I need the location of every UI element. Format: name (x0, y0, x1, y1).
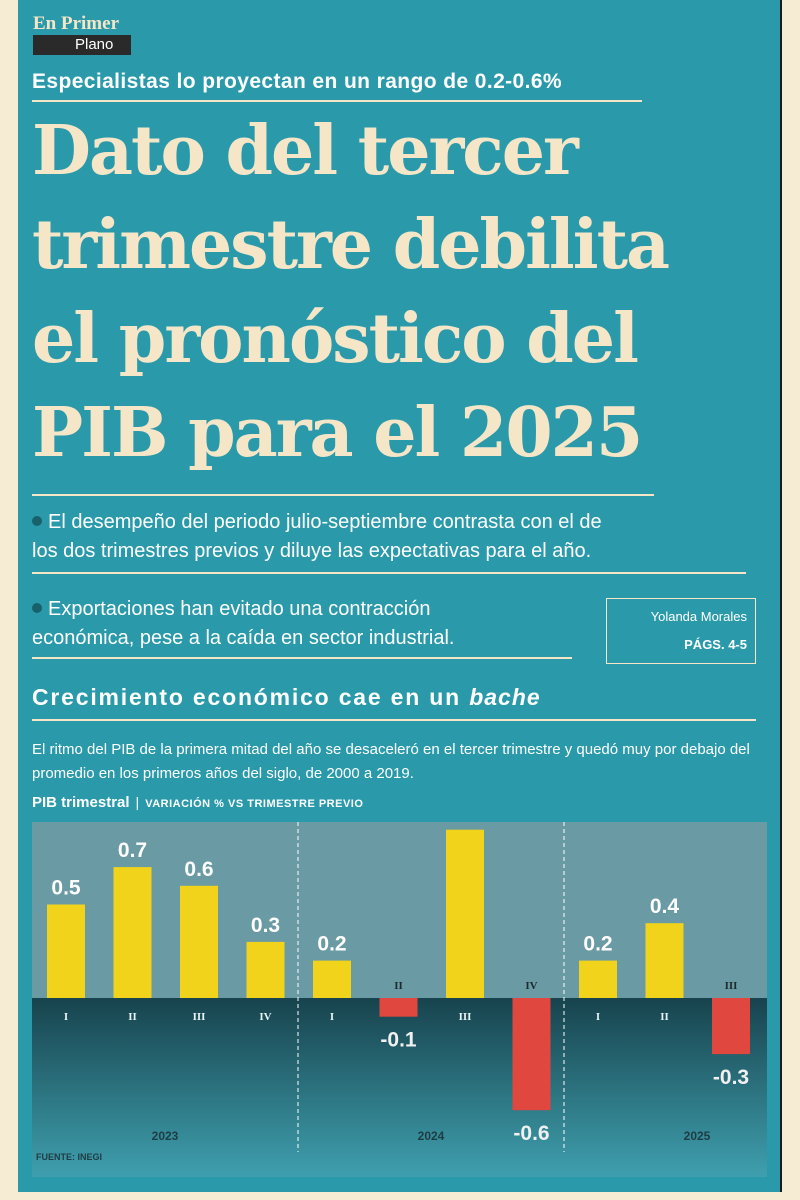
bullet-2-rule (32, 657, 572, 659)
chart-label-separator: | (135, 794, 140, 810)
bar-2024-III (446, 829, 484, 998)
data-label: -0.1 (380, 1029, 417, 1052)
byline-box[interactable]: Yolanda Morales PÁGS. 4-5 (606, 598, 756, 664)
data-label: 0.9 (450, 822, 479, 825)
headline[interactable]: Dato del tercer trimestre debilita el pr… (32, 104, 772, 480)
data-label: 0.4 (650, 895, 680, 918)
bullet-2: Exportaciones han evitado una contracció… (32, 595, 454, 653)
data-label: 0.3 (251, 914, 280, 937)
headline-line-2: trimestre debilita (32, 205, 670, 285)
byline-author: Yolanda Morales (650, 609, 747, 624)
bar-2024-IV (512, 998, 551, 1111)
bar-2025-I (579, 960, 617, 998)
quarter-label: II (660, 1011, 669, 1023)
data-label: 0.2 (583, 933, 612, 956)
bar-2025-III (712, 998, 750, 1055)
quarter-label: I (64, 1011, 68, 1023)
data-label: 0.2 (317, 933, 346, 956)
data-label: 0.6 (184, 858, 213, 881)
bullet-1: El desempeño del periodo julio-septiembr… (32, 508, 602, 566)
quarter-label: I (330, 1011, 334, 1023)
quarter-label: II (128, 1011, 137, 1023)
quarter-label: I (596, 1011, 600, 1023)
chart-label: PIB trimestral | VARIACIÓN % VS TRIMESTRE … (32, 794, 363, 811)
gdp-bar-chart: 0.5I0.7II0.6III0.3IV20230.2I-0.1II0.9III… (32, 822, 767, 1177)
data-label: -0.3 (713, 1066, 749, 1089)
chart-positive-area (32, 822, 767, 998)
section-name: En Primer (33, 13, 120, 34)
chart-section-title-text: Crecimiento económico cae en un (32, 684, 462, 710)
byline-pages[interactable]: PÁGS. 4-5 (684, 637, 747, 652)
bar-2023-II (113, 867, 152, 998)
bullet-1-line-2: los dos trimestres previos y diluye las … (32, 540, 592, 562)
section-tag-box: Plano (33, 35, 131, 55)
quarter-label: III (459, 1011, 472, 1023)
section-subname: Plano (75, 36, 114, 53)
chart-negative-area (32, 998, 767, 1177)
kicker: Especialistas lo proyectan en un rango d… (32, 70, 563, 93)
year-label: 2023 (152, 1129, 179, 1143)
quarter-label: III (193, 1011, 206, 1023)
chart-title: PIB trimestral (32, 794, 130, 811)
kicker-underline (32, 100, 642, 102)
bullet-dot-icon (32, 603, 42, 613)
bar-2024-I (313, 960, 351, 998)
headline-rule (32, 494, 654, 496)
year-label: 2024 (418, 1129, 445, 1143)
front-page: En Primer Plano Especialistas lo proyect… (18, 0, 782, 1192)
bullet-1-line-1: El desempeño del periodo julio-septiembr… (48, 511, 602, 533)
data-label: 0.5 (51, 877, 81, 900)
bar-2025-II (645, 923, 684, 998)
chart-section-rule (32, 719, 756, 721)
bullet-2-line-1: Exportaciones han evitado una contracció… (48, 598, 431, 620)
headline-line-3: el pronóstico del (32, 299, 639, 379)
bar-2023-III (180, 885, 218, 998)
quarter-label: II (394, 980, 403, 992)
chart-section-title-emphasis: bache (469, 684, 541, 710)
data-label: 0.7 (118, 839, 147, 862)
chart-source: FUENTE: INEGI (36, 1152, 102, 1162)
headline-line-4: PIB para el 2025 (32, 393, 643, 473)
chart-section-title: Crecimiento económico cae en un bache (32, 684, 541, 711)
headline-line-1: Dato del tercer (32, 111, 579, 191)
year-label: 2025 (684, 1129, 711, 1143)
bullet-1-rule (32, 572, 746, 574)
bullet-dot-icon (32, 516, 42, 526)
quarter-label: IV (259, 1011, 271, 1023)
bullet-2-line-2: económica, pese a la caída en sector ind… (32, 627, 455, 649)
quarter-label: IV (525, 980, 537, 992)
chart-subtitle: VARIACIÓN % VS TRIMESTRE PREVIO (145, 798, 364, 810)
bar-2023-I (47, 904, 85, 998)
quarter-label: III (725, 980, 738, 992)
bar-2023-IV (246, 941, 285, 998)
bar-2024-II (379, 998, 418, 1017)
chart-dek: El ritmo del PIB de la primera mitad del… (32, 741, 750, 782)
data-label: -0.6 (513, 1122, 549, 1145)
